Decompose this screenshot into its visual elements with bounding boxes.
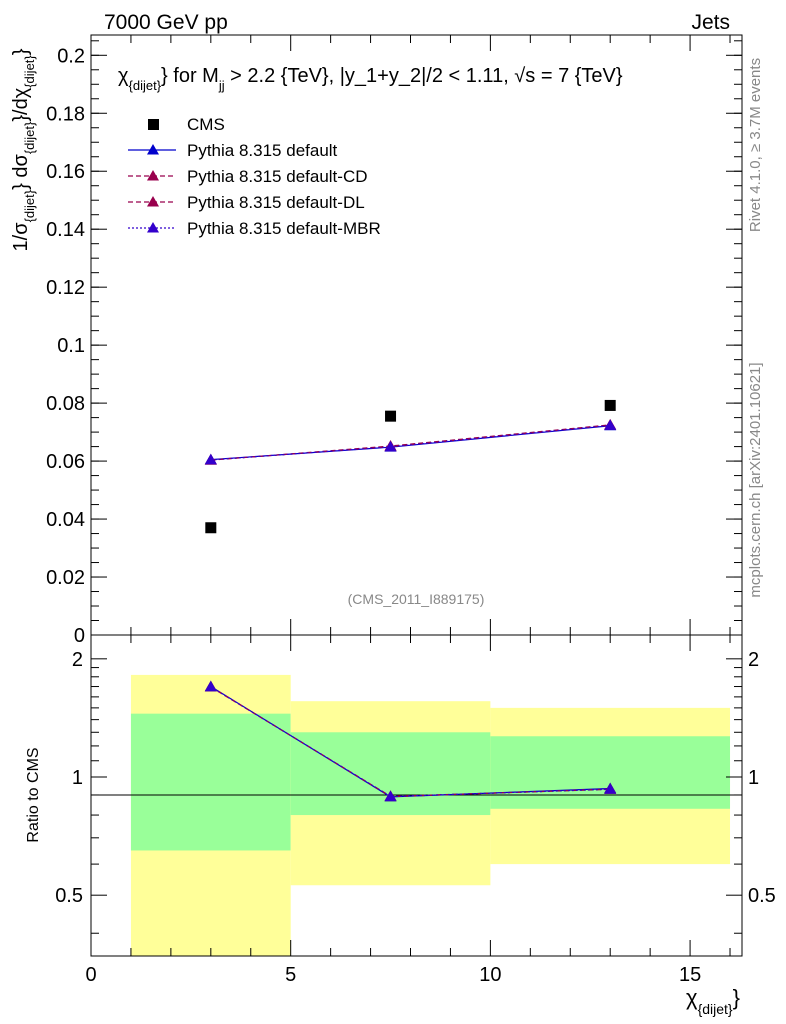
x-tick-label: 10 [479, 964, 501, 986]
legend-label-cd: Pythia 8.315 default-CD [187, 167, 368, 186]
ratio-band-inner [290, 732, 491, 816]
legend-marker-cd [147, 170, 159, 181]
main-y-tick-label: 0.04 [46, 509, 85, 531]
header-jets-label: Jets [691, 11, 730, 34]
ratio-band-inner [130, 713, 291, 851]
ratio-point-mbr [604, 783, 617, 794]
xlabel-sub: {dijet} [698, 1001, 733, 1017]
header-energy-label: 7000 GeV pp [104, 11, 228, 34]
rivet-label: Rivet 4.1.0, ≥ 3.7M events [747, 58, 764, 232]
ratio-series-layer [204, 680, 617, 802]
xlabel-close: } [733, 985, 740, 1010]
main-y-tick-label: 0.18 [46, 103, 85, 125]
main-y-tick-label: 0.12 [46, 277, 85, 299]
main-y-tick-label: 0.16 [46, 161, 85, 183]
legend-label-mbr: Pythia 8.315 default-MBR [187, 219, 381, 238]
main-y-tick-label: 0.06 [46, 451, 85, 473]
legend-marker-default [147, 144, 159, 155]
ratio-bands-layer [130, 674, 731, 956]
main-y-tick-label: 0.02 [46, 567, 85, 589]
ylabel-p3: }/dχ [10, 87, 32, 121]
x-tick-label: 5 [285, 964, 296, 986]
ylabel-s2: {dijet} [22, 121, 37, 154]
ratio-y-tick-label-right: 0.5 [748, 885, 776, 907]
main-y-tick-label: 0.08 [46, 393, 85, 415]
main-series-layer [204, 399, 617, 534]
title-chi: χ [118, 65, 129, 87]
ylabel-p2: } dσ [10, 154, 32, 190]
legend-label-dl: Pythia 8.315 default-DL [187, 193, 365, 212]
ylabel-s1: {dijet} [22, 189, 37, 222]
x-axis-label: χ{dijet}} [686, 985, 740, 1017]
mcplots-label: mcplots.cern.ch [arXiv:2401.10621] [747, 362, 764, 597]
main-axes: 0 0.02 0.04 0.06 0.08 0.1 0.12 0.14 0.16 0.18 0.2 [46, 35, 742, 647]
ratio-plot-frame [90, 634, 743, 957]
mc-point-mbr [384, 440, 397, 452]
ratio-plot: 0.5 0.5 1 1 2 2 0 5 10 15 Ratio to CMS χ{dijet}} [25, 634, 776, 1017]
x-tick-label: 0 [85, 964, 96, 986]
ratio-y-tick-label: 2 [72, 649, 83, 671]
main-y-tick-label: 0.2 [57, 45, 85, 67]
ratio-y-tick-label-right: 1 [748, 767, 759, 789]
main-y-tick-label: 0.14 [46, 219, 85, 241]
main-y-tick-label: 0 [74, 625, 85, 647]
plot-title: χ{dijet}} for Mjj > 2.2 {TeV}, |y_1+y_2|… [118, 65, 623, 93]
title-mid: } for M [161, 65, 219, 87]
legend-label-data: CMS [187, 115, 225, 134]
main-y-tick-label: 0.1 [57, 335, 85, 357]
ratio-axes: 0.5 0.5 1 1 2 2 0 5 10 15 [55, 635, 776, 986]
ratio-point-mbr [204, 680, 217, 692]
legend-marker-dl [147, 196, 159, 207]
legend-marker-cms [148, 119, 159, 130]
ratio-line-mbr [210, 686, 611, 798]
cms-data-point [604, 399, 616, 411]
cms-data-point [385, 410, 397, 422]
ratio-band-inner [490, 736, 731, 809]
xlabel-chi: χ [686, 985, 698, 1010]
ratio-y-tick-label: 0.5 [55, 885, 83, 907]
ylabel-p1: 1/σ [10, 222, 32, 252]
title-m-sub: jj [218, 78, 225, 93]
x-tick-label: 15 [679, 964, 701, 986]
legend: CMS Pythia 8.315 default Pythia 8.315 defa… [128, 115, 381, 238]
legend-label-default: Pythia 8.315 default [187, 141, 338, 160]
ratio-point-mbr [384, 790, 397, 801]
ylabel-s3: {dijet} [22, 55, 37, 88]
legend-marker-mbr [147, 222, 159, 233]
ratio-y-tick-label: 1 [72, 767, 83, 789]
ratio-y-tick-label-right: 2 [748, 649, 759, 671]
title-tail: > 2.2 {TeV}, |y_1+y_2|/2 < 1.11, √s = 7 … [225, 65, 623, 87]
mc-point-mbr [204, 453, 217, 465]
main-y-axis-label: 1/σ{dijet}} dσ{dijet}}/dχ{dijet}} [10, 48, 37, 251]
title-chi-sub: {dijet} [129, 78, 162, 93]
ratio-y-axis-label: Ratio to CMS [25, 747, 42, 842]
main-plot: 00.020.040.060.080.10.120.140.160.180.2 … [10, 34, 743, 647]
ylabel-p4: } [10, 48, 32, 55]
analysis-watermark: (CMS_2011_I889175) [348, 591, 485, 607]
mc-point-mbr [604, 419, 617, 430]
cms-data-point [205, 522, 217, 534]
